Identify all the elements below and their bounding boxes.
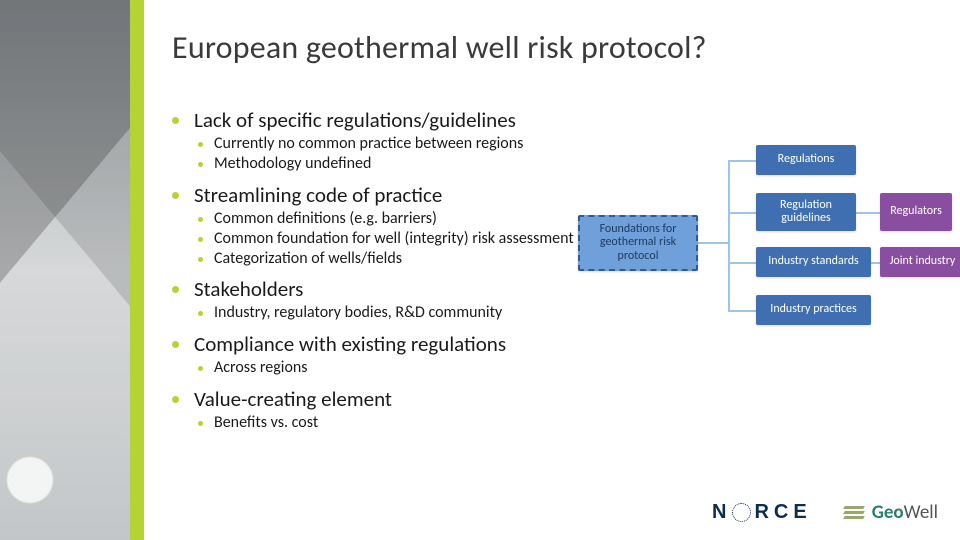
bullet-item: Stakeholders Industry, regulatory bodies… xyxy=(170,276,600,323)
bullet-list: Lack of specific regulations/guidelines … xyxy=(170,107,600,433)
geowell-logo: GeoWell xyxy=(844,501,938,524)
geowell-icon xyxy=(844,504,864,521)
sub-bullet: Industry, regulatory bodies, R&D communi… xyxy=(194,304,600,323)
diagram-node: Regulations xyxy=(756,145,856,175)
sub-bullet: Currently no common practice between reg… xyxy=(194,135,600,154)
diagram-node-right: Regulators xyxy=(880,193,952,231)
flow-diagram: Foundations for geothermal risk protocol… xyxy=(578,145,948,365)
footer-logos: N R C E GeoWell xyxy=(712,501,938,524)
sub-bullet: Common foundation for well (integrity) r… xyxy=(194,230,600,249)
sub-bullet: Benefits vs. cost xyxy=(194,414,600,433)
slide-title: European geothermal well risk protocol? xyxy=(172,28,940,67)
bullet-item: Streamlining code of practice Common def… xyxy=(170,182,600,269)
sidebar-photo xyxy=(0,0,140,540)
diagram-node-right: Joint industry xyxy=(880,247,960,277)
bullet-item: Lack of specific regulations/guidelines … xyxy=(170,107,600,174)
sub-bullet: Categorization of wells/fields xyxy=(194,250,600,269)
norce-o-icon xyxy=(732,503,751,522)
norce-logo: N R C E xyxy=(712,501,810,524)
diagram-node: Regulation guidelines xyxy=(756,193,856,231)
bullet-item: Value-creating element Benefits vs. cost xyxy=(170,386,600,433)
sub-bullet: Across regions xyxy=(194,359,600,378)
sub-bullet: Methodology undefined xyxy=(194,155,600,174)
diagram-node: Industry standards xyxy=(756,247,871,277)
diagram-center: Foundations for geothermal risk protocol xyxy=(578,215,698,271)
accent-bar xyxy=(130,0,144,540)
bullet-item: Compliance with existing regulations Acr… xyxy=(170,331,600,378)
sub-bullet: Common definitions (e.g. barriers) xyxy=(194,210,600,229)
diagram-node: Industry practices xyxy=(756,295,871,325)
